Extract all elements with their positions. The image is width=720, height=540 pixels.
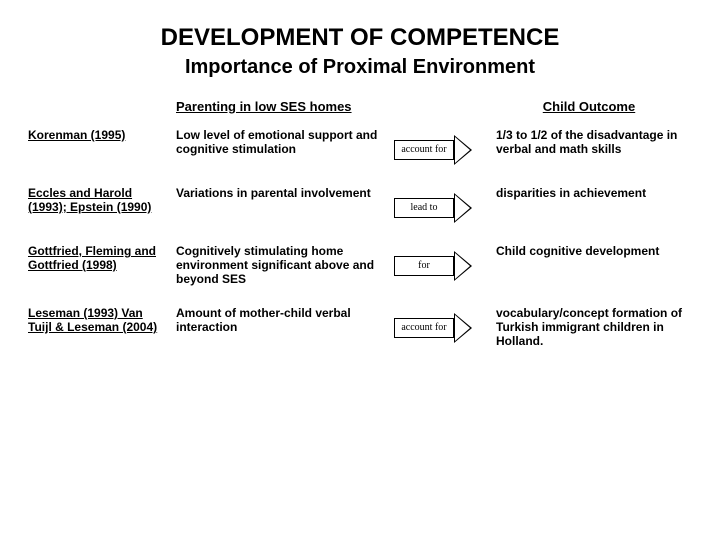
arrow-cell: account for	[386, 128, 486, 166]
parenting-cell: Amount of mother-child verbal interactio…	[176, 306, 386, 334]
arrow-cell: lead to	[386, 186, 486, 224]
arrow-label: account for	[394, 140, 454, 160]
author-cell: Gottfried, Fleming and Gottfried (1998)	[28, 244, 176, 272]
table-row: Leseman (1993) Van Tuijl & Leseman (2004…	[28, 306, 692, 348]
table-row: Gottfried, Fleming and Gottfried (1998) …	[28, 244, 692, 286]
arrow-label: for	[394, 256, 454, 276]
arrow-label: account for	[394, 318, 454, 338]
author-cell: Korenman (1995)	[28, 128, 176, 142]
arrow-icon: for	[394, 250, 478, 282]
author-cell: Eccles and Harold (1993); Epstein (1990)	[28, 186, 176, 214]
parenting-cell: Cognitively stimulating home environment…	[176, 244, 386, 286]
outcome-cell: 1/3 to 1/2 of the disadvantage in verbal…	[486, 128, 692, 156]
outcome-cell: vocabulary/concept formation of Turkish …	[486, 306, 692, 348]
column-headers: Parenting in low SES homes Child Outcome	[28, 99, 692, 114]
outcome-cell: Child cognitive development	[486, 244, 692, 258]
table-row: Eccles and Harold (1993); Epstein (1990)…	[28, 186, 692, 224]
page-title: DEVELOPMENT OF COMPETENCE	[28, 24, 692, 52]
author-cell: Leseman (1993) Van Tuijl & Leseman (2004…	[28, 306, 176, 334]
arrow-cell: account for	[386, 306, 486, 344]
page-subtitle: Importance of Proximal Environment	[28, 56, 692, 79]
header-outcome: Child Outcome	[486, 99, 692, 114]
header-parenting: Parenting in low SES homes	[176, 99, 386, 114]
parenting-cell: Low level of emotional support and cogni…	[176, 128, 386, 156]
arrow-icon: account for	[394, 312, 478, 344]
arrow-icon: account for	[394, 134, 478, 166]
arrow-icon: lead to	[394, 192, 478, 224]
table-row: Korenman (1995) Low level of emotional s…	[28, 128, 692, 166]
arrow-cell: for	[386, 244, 486, 282]
outcome-cell: disparities in achievement	[486, 186, 692, 200]
parenting-cell: Variations in parental involvement	[176, 186, 386, 200]
arrow-label: lead to	[394, 198, 454, 218]
